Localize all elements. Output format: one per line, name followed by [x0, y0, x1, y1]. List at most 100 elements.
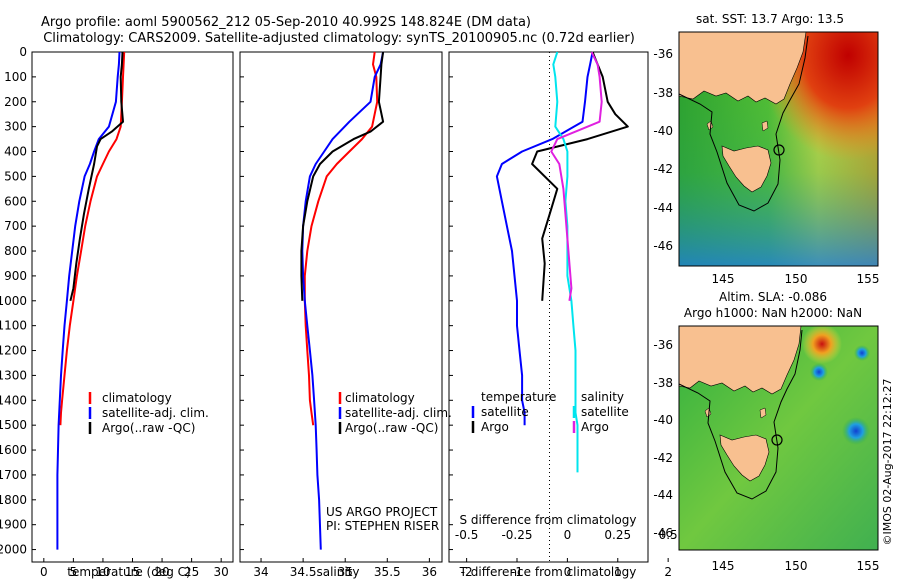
- mainland-australia-land: [678, 325, 802, 395]
- x-tick-label: 35.5: [374, 565, 401, 579]
- sla-map-ytick: -42: [653, 451, 673, 465]
- imos-credit: ©IMOS 02-Aug-2017 22:12:27: [881, 379, 894, 546]
- sst-map-ticks: -36 -38 -40 -42 -44 -46 145 150 155: [653, 47, 879, 286]
- temperature-plot-frame: [31, 51, 234, 563]
- legend-label-argo: Argo(..raw -QC): [345, 421, 438, 435]
- x-tick-label: 15: [125, 565, 140, 579]
- x-tick-label: 36: [422, 565, 437, 579]
- sla-warm-eddy: [802, 324, 842, 364]
- depth-contour: [678, 329, 803, 500]
- sst-map-title: sat. SST: 13.7 Argo: 13.5: [696, 12, 844, 26]
- sla-map-xtick: 155: [857, 559, 880, 573]
- sst-map-field: [678, 31, 878, 266]
- sla-map-title-line-1: Altim. SLA: -0.086: [719, 290, 827, 304]
- x-tick-label: 34.5: [290, 565, 317, 579]
- sst-map-ytick: -42: [653, 162, 673, 176]
- series-line-temperature-argo: [531, 51, 629, 301]
- depth-tick-label: 1200: [0, 344, 27, 358]
- x-tick-label: 5: [70, 565, 78, 579]
- depth-contour: [678, 35, 809, 212]
- x-tick-label: 20: [154, 565, 169, 579]
- sla-map-ytick: -36: [653, 338, 673, 352]
- x-tick-label: 35: [338, 565, 353, 579]
- sst-map-xtick: 155: [857, 272, 880, 286]
- x-tick-label: 25: [184, 565, 199, 579]
- difference-series: [495, 51, 629, 473]
- salinity-legend: climatology satellite-adj. clim. Argo(..…: [338, 391, 452, 435]
- temperature-series: [56, 51, 126, 550]
- depth-tick-label: 1500: [0, 418, 27, 432]
- depth-tick-label: 1400: [0, 393, 27, 407]
- t-difference-axis-label: T difference from climatology: [459, 565, 637, 579]
- depth-tick-label: 700: [4, 219, 27, 233]
- legend-label-climatology: climatology: [345, 391, 415, 405]
- sla-map-field: [678, 324, 878, 550]
- sst-map-ytick: -40: [653, 124, 673, 138]
- argo-float-marker: [773, 144, 785, 156]
- sst-map-ytick: -36: [653, 47, 673, 61]
- x-tick-label: -2: [461, 565, 473, 579]
- depth-tick-label: 1100: [0, 319, 27, 333]
- depth-tick-label: 100: [4, 70, 27, 84]
- difference-plot-frame: [448, 51, 649, 563]
- mainland-australia-land: [678, 31, 807, 105]
- sla-cold-eddy: [810, 363, 828, 381]
- depth-tick-label: 300: [4, 120, 27, 134]
- pi-annotation: PI: STEPHEN RISER: [326, 519, 439, 533]
- flinders-island-land: [759, 407, 767, 419]
- temperature-panel: 0100200300400500600700800900100011001200…: [0, 45, 453, 579]
- s-tick-label: -0.5: [455, 528, 478, 542]
- temperature-x-ticks: 0 5 10 15 20 25 30: [32, 51, 229, 579]
- legend-label-sal-satellite: satellite: [581, 405, 629, 419]
- s-tick-label: 0.25: [604, 528, 631, 542]
- legend-title-salinity: salinity: [581, 390, 624, 404]
- x-tick-label: 30: [214, 565, 229, 579]
- depth-tick-label: 900: [4, 269, 27, 283]
- sla-map-ytick: -40: [653, 413, 673, 427]
- depth-tick-label: 2000: [0, 543, 27, 557]
- title-line-2: Climatology: CARS2009. Satellite-adjuste…: [43, 31, 635, 46]
- difference-x-ticks: -2 -1 0 1 2 -0.5 -0.25 0 0.25 0.5: [455, 528, 678, 579]
- x-tick-label: 2: [664, 565, 672, 579]
- sla-cold-eddy: [854, 345, 870, 361]
- tasmania-land: [721, 145, 772, 193]
- tasmania-land: [719, 434, 770, 482]
- legend-title-temperature: temperature: [481, 390, 556, 404]
- sla-map-xtick: 145: [712, 559, 735, 573]
- salinity-plot-frame: [239, 51, 443, 563]
- depth-tick-label: 1000: [0, 294, 27, 308]
- sla-map-ytick: -44: [653, 488, 673, 502]
- depth-tick-label: 1900: [0, 518, 27, 532]
- legend-label-sal-argo: Argo: [581, 420, 609, 434]
- legend-label-temp-satellite: satellite: [481, 405, 529, 419]
- argo-float-marker: [771, 434, 783, 446]
- depth-tick-label: 600: [4, 194, 27, 208]
- title-line-1: Argo profile: aoml 5900562_212 05-Sep-20…: [41, 15, 531, 30]
- s-tick-label: -0.25: [501, 528, 532, 542]
- sst-map-xtick: 145: [712, 272, 735, 286]
- salinity-series: [300, 51, 385, 550]
- sla-cold-eddy: [842, 417, 870, 445]
- sst-map-ytick: -46: [653, 239, 673, 253]
- s-difference-axis-label: S difference from climatology: [460, 513, 637, 527]
- legend-label-climatology: climatology: [102, 391, 172, 405]
- temperature-axis-label: temperature (deg C): [67, 565, 190, 579]
- depth-tick-label: 1300: [0, 368, 27, 382]
- series-line-climatology: [303, 51, 379, 426]
- depth-tick-label: 1700: [0, 468, 27, 482]
- project-annotation: US ARGO PROJECT: [326, 505, 438, 519]
- series-line-satellite-adj-clim-: [56, 51, 121, 550]
- series-line-salinity-argo: [550, 51, 603, 301]
- legend-label-satellite: satellite-adj. clim.: [345, 406, 452, 420]
- sst-map-xtick: 150: [785, 272, 808, 286]
- difference-legend: temperature salinity satellite Argo sate…: [471, 390, 629, 434]
- sla-map-ytick: -46: [653, 526, 673, 540]
- x-tick-label: 1: [614, 565, 622, 579]
- s-tick-label: 0.5: [659, 528, 678, 542]
- x-tick-label: 0: [40, 565, 48, 579]
- x-tick-label: -1: [511, 565, 523, 579]
- sst-map-panel: sat. SST: 13.7 Argo: 13.5 -36 -38 -40 -4…: [653, 12, 879, 286]
- sst-map-ytick: -38: [653, 86, 673, 100]
- legend-label-temp-argo: Argo: [481, 420, 509, 434]
